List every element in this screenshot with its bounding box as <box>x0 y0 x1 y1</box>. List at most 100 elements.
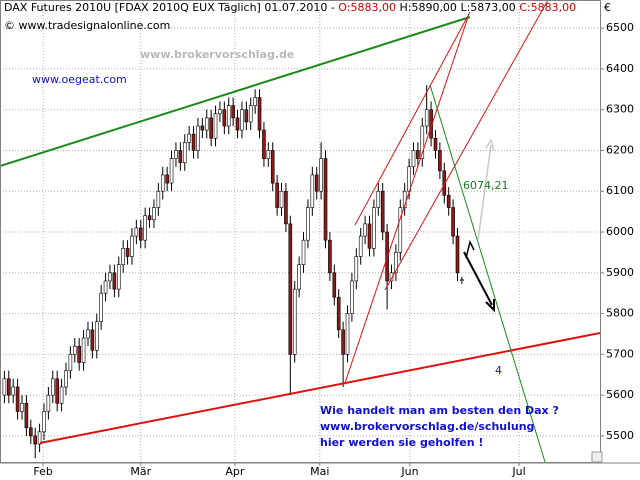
x-tick-label: Mai <box>310 465 329 478</box>
candle-body <box>152 207 156 221</box>
candle-body <box>77 345 81 363</box>
candle-body <box>165 174 169 184</box>
candle-body <box>6 378 11 396</box>
arrow <box>463 251 493 306</box>
candle-body <box>94 321 99 351</box>
candle-body <box>209 117 213 139</box>
candle-body <box>24 402 29 429</box>
candle-body <box>125 248 130 257</box>
candle-body <box>50 378 55 396</box>
candle-body <box>42 411 46 433</box>
candle-body <box>90 329 95 351</box>
candle-body <box>103 280 108 294</box>
candle-body <box>301 239 306 265</box>
candle-body <box>275 182 279 208</box>
candle-body <box>257 97 262 131</box>
currency: € <box>604 1 611 14</box>
candle-body <box>169 158 174 184</box>
candle-body <box>130 235 134 257</box>
y-tick-label: 5800 <box>606 307 634 320</box>
candle-body <box>288 223 293 355</box>
candle-body <box>341 329 345 355</box>
candle-body <box>411 150 416 168</box>
candle-body <box>407 166 411 192</box>
candle-body <box>143 215 147 241</box>
candle-body <box>46 394 51 412</box>
candle-body <box>442 170 447 196</box>
y-tick-label: 6400 <box>606 62 634 75</box>
resize-box[interactable] <box>591 451 603 463</box>
candle-body <box>240 109 244 131</box>
level-label: 6074,21 <box>463 179 509 192</box>
candle-body <box>160 174 165 192</box>
candle-body <box>350 280 354 314</box>
candle-body <box>284 190 288 225</box>
x-tick-label: Mär <box>130 465 151 478</box>
candle-body <box>398 207 403 253</box>
candle-body <box>174 150 178 159</box>
candle-body <box>2 378 7 396</box>
candle-body <box>213 113 218 139</box>
candle-body <box>116 264 121 290</box>
channel-line <box>384 0 549 291</box>
candle-body <box>20 402 24 412</box>
candle-body <box>420 125 425 159</box>
candle-body <box>226 105 231 127</box>
message-line: Wie handelt man am besten den Dax ? <box>320 404 559 417</box>
candle-body <box>438 150 442 172</box>
candle-body <box>266 150 271 159</box>
low-text: L:5873,00 <box>460 1 515 14</box>
candle-body <box>112 272 117 290</box>
candle-body <box>253 97 257 106</box>
candle-body <box>376 190 381 208</box>
candle-body <box>292 288 297 355</box>
message-line: hier werden sie geholfen ! <box>320 436 483 449</box>
candle-body <box>394 252 398 274</box>
candle-body <box>147 215 152 221</box>
arrow-head <box>485 299 495 313</box>
candle-body <box>191 133 196 151</box>
candle-body <box>218 109 222 115</box>
arrow <box>477 144 492 241</box>
candle-body <box>178 150 183 163</box>
x-tick-label: Apr <box>225 465 245 478</box>
candle-body <box>332 272 337 298</box>
candle-body <box>424 109 429 127</box>
high-text: H:5890,00 <box>399 1 456 14</box>
candle-body <box>380 190 385 233</box>
candle-body <box>11 386 15 396</box>
y-tick-label: 6200 <box>606 143 634 156</box>
candle-body <box>55 378 59 404</box>
y-tick-label: 6300 <box>606 103 634 116</box>
candle-body <box>182 142 187 163</box>
candle-body <box>297 264 301 290</box>
candle-body <box>187 133 191 143</box>
candle-body <box>336 296 341 331</box>
candle-body <box>354 256 359 282</box>
candle-body <box>64 370 68 388</box>
watermark: www.brokervorschlag.de <box>140 48 294 61</box>
candle-body <box>416 150 420 159</box>
copyright: © www.tradesignalonline.com <box>4 19 170 32</box>
candle-body <box>363 223 367 237</box>
candle-body <box>121 248 125 265</box>
candle-body <box>429 109 433 139</box>
candle-body <box>108 272 112 282</box>
message-line: www.brokervorschlag.de/schulung <box>320 420 534 433</box>
candle-body <box>72 345 77 355</box>
y-tick-label: 6500 <box>606 21 634 34</box>
candle-body <box>81 337 86 363</box>
candle-body <box>200 125 205 131</box>
y-tick-label: 5500 <box>606 429 634 442</box>
candle-body <box>204 117 209 131</box>
candle-body <box>319 158 323 192</box>
x-tick-label: Jun <box>400 465 418 478</box>
chart-title: DAX Futures 2010U [FDAX 2010Q EUX Täglic… <box>4 1 576 14</box>
candle-body <box>367 223 372 249</box>
candle-body <box>28 427 33 437</box>
arrow <box>465 239 475 259</box>
candle-body <box>389 272 394 282</box>
y-tick-label: 6100 <box>606 184 634 197</box>
y-tick-label: 5900 <box>606 266 634 279</box>
